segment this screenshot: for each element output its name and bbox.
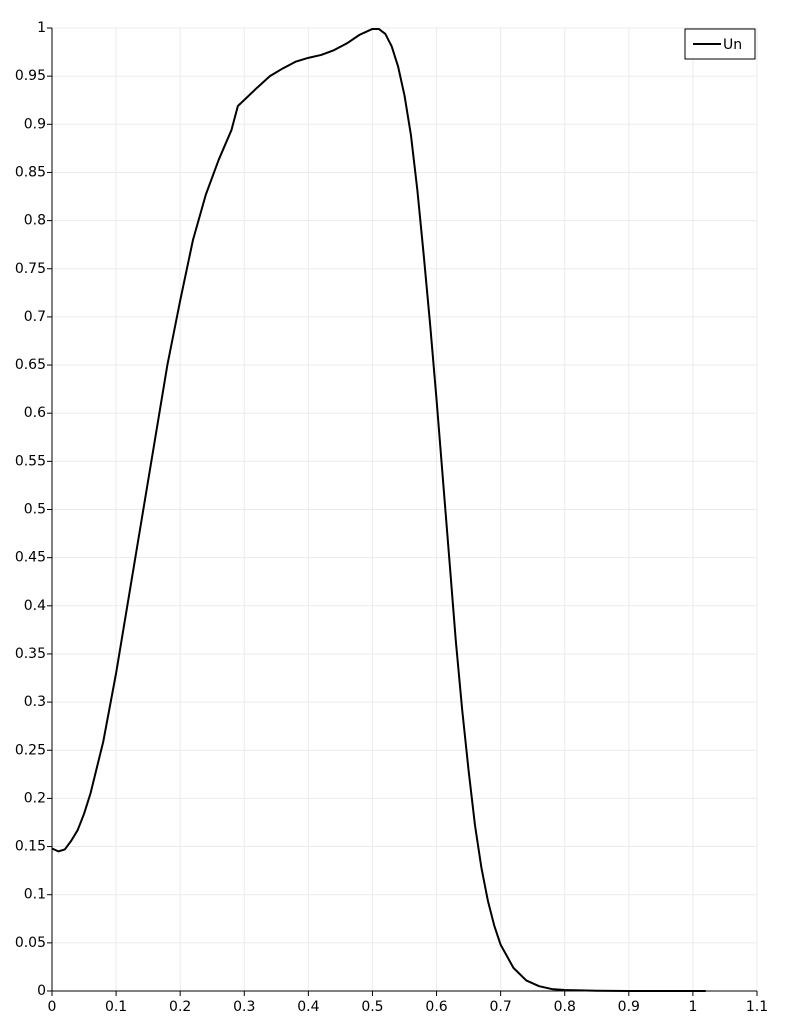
- y-tick-label: 0.9: [24, 116, 46, 132]
- y-tick-label: 0.95: [15, 68, 46, 84]
- data-line: [51, 27, 706, 992]
- y-tick-label: 0.65: [15, 357, 46, 373]
- y-tick-label: 0.2: [24, 790, 46, 806]
- x-tick-label: 0.8: [554, 999, 576, 1015]
- y-tick-label: 0.15: [15, 839, 46, 855]
- x-tick-label: 0.6: [425, 999, 447, 1015]
- x-tick-label: 0: [48, 999, 57, 1015]
- x-tick-label: 0.4: [297, 999, 319, 1015]
- x-tick-label: 0.5: [361, 999, 383, 1015]
- y-tick-label: 0.4: [24, 598, 46, 614]
- y-tick-label: 0.45: [15, 550, 46, 566]
- x-tick-label: 0.3: [233, 999, 255, 1015]
- x-tick-label: 0.2: [169, 999, 191, 1015]
- y-tick-label: 0.25: [15, 742, 46, 758]
- y-tick-label: 0.3: [24, 694, 46, 710]
- x-tick-label: 0.7: [490, 999, 512, 1015]
- y-tick-label: 0.5: [24, 502, 46, 518]
- y-tick-label: 0.75: [15, 261, 46, 277]
- x-tick-label: 1: [688, 999, 697, 1015]
- y-tick-label: 0.7: [24, 309, 46, 325]
- y-tick-label: 0.35: [15, 646, 46, 662]
- y-tick-label: 0.05: [15, 935, 46, 951]
- y-tick-label: 0: [37, 983, 46, 999]
- x-tick-label: 0.9: [618, 999, 640, 1015]
- y-tick-label: 0.8: [24, 213, 46, 229]
- y-tick-label: 0.55: [15, 453, 46, 469]
- y-tick-label: 0.1: [24, 887, 46, 903]
- y-tick-label: 1: [37, 20, 46, 36]
- y-tick-label: 0.6: [24, 405, 46, 421]
- x-tick-label: 0.1: [105, 999, 127, 1015]
- y-tick-label: 0.85: [15, 164, 46, 180]
- x-tick-label: 1.1: [746, 999, 768, 1015]
- legend-label: Un: [723, 37, 742, 53]
